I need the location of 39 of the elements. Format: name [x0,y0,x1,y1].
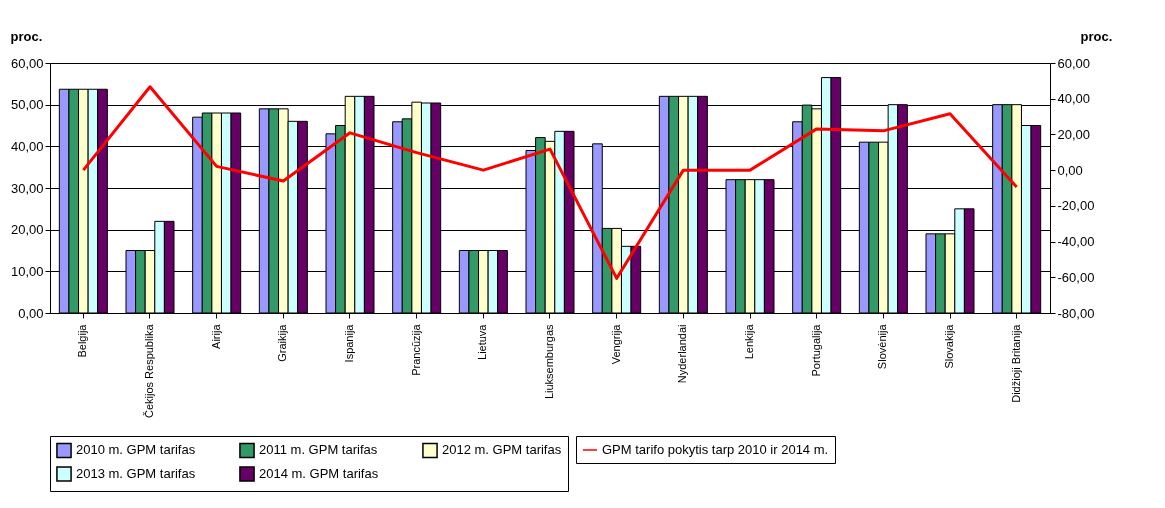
x-tick-label: Lenkija [743,323,755,360]
legend-label: GPM tarifo pokytis tarp 2010 ir 2014 m. [602,442,829,457]
y2-tick-label: 60,00 [1057,55,1091,71]
legend-label: 2013 m. GPM tarifas [76,466,196,481]
y-tick-label: 20,00 [10,222,44,238]
legend-label: 2010 m. GPM tarifas [76,442,196,458]
x-tick-label: Slovakija [943,323,955,369]
x-tick-label: Ispanija [343,323,355,363]
line-series [81,85,1019,280]
y-tick-label: 40,00 [10,138,44,154]
x-tick-label: Prancūzija [409,323,422,376]
y2-tick-label: -20,00 [1057,198,1095,214]
y2-tick-label: -40,00 [1057,234,1095,250]
y2-axis-title: proc. [1080,28,1113,44]
y-axis-title: proc. [10,28,43,44]
x-tick-label: Didžioji Britanija [1009,323,1022,403]
x-tick-label: Slovėnija [876,323,889,370]
y2-tick-label: 40,00 [1057,91,1091,107]
x-tick-label: Čekijos Respublika [143,323,155,419]
x-tick-label: Nyderlandai [676,324,689,384]
y2-tick-label: -60,00 [1057,269,1095,285]
x-tick-label: Lietuva [476,323,489,360]
x-tick-label: Portugalija [809,323,822,377]
x-tick-label: Liuksemburgas [543,324,555,400]
y-tick-label: 30,00 [10,180,44,196]
y2-tick-label: 20,00 [1057,126,1091,142]
legend-label: 2012 m. GPM tarifas [442,442,562,458]
y-tick-label: 0,00 [18,305,44,321]
y2-tick-label: 0,00 [1057,162,1083,178]
y2-tick-label: -80,00 [1057,305,1095,321]
x-tick-label: Graikija [276,323,289,362]
y-tick-label: 60,00 [10,55,44,71]
x-tick-label: Belgija [76,323,89,358]
y-tick-label: 10,00 [10,263,44,279]
x-tick-label: Airija [209,323,222,349]
x-tick-label: Vengrija [609,323,622,365]
legend-label: 2011 m. GPM tarifas [259,442,378,458]
y-tick-label: 50,00 [10,97,44,113]
legend-label: 2014 m. GPM tarifas [259,466,379,481]
